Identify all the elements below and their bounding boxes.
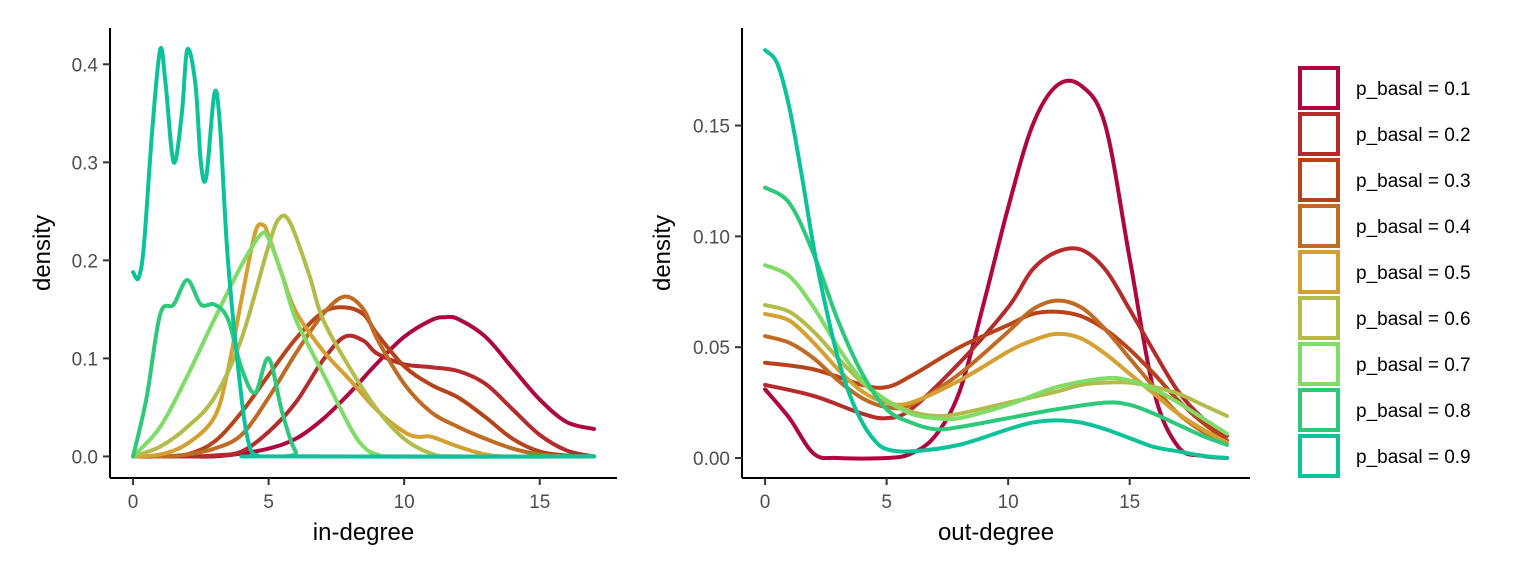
series-line-2	[763, 246, 1229, 438]
legend-label: p_basal = 0.2	[1356, 125, 1471, 146]
legend-key	[1298, 158, 1340, 202]
y-tick-label: 0.1	[72, 349, 98, 370]
series-line-9	[763, 48, 1229, 461]
x-axis-title: in-degree	[313, 519, 414, 546]
series-line-6	[131, 213, 596, 459]
series-line-8	[763, 185, 1229, 447]
y-tick-label: 0.05	[693, 338, 730, 359]
y-tick-label: 0.10	[693, 227, 730, 248]
legend-item: p_basal = 0.5	[1298, 250, 1471, 294]
x-tick-label: 0	[128, 492, 139, 513]
legend-key	[1298, 250, 1340, 294]
y-axis-title: density	[649, 215, 676, 291]
legend-item: p_basal = 0.1	[1298, 66, 1471, 110]
series-line-3	[763, 309, 1229, 443]
legend-key	[1298, 434, 1340, 478]
legend-label: p_basal = 0.4	[1356, 217, 1471, 238]
x-axis-title: out-degree	[938, 519, 1054, 546]
legend-item: p_basal = 0.3	[1298, 158, 1471, 202]
x-tick-label: 5	[263, 492, 274, 513]
y-tick-label: 0.0	[72, 447, 98, 468]
y-tick-label: 0.3	[72, 153, 98, 174]
series-lines	[131, 45, 596, 459]
series-line-3	[131, 305, 596, 459]
legend: p_basal = 0.1 p_basal = 0.2 p_basal = 0.3 p…	[1298, 66, 1471, 478]
legend-item: p_basal = 0.2	[1298, 112, 1471, 156]
y-axis-title: density	[29, 215, 56, 291]
y-tick-label: 0.15	[693, 117, 730, 138]
legend-key	[1298, 296, 1340, 340]
legend-label: p_basal = 0.3	[1356, 171, 1471, 192]
legend-key	[1298, 112, 1340, 156]
legend-label: p_basal = 0.8	[1356, 401, 1471, 422]
y-tick-label: 0.4	[72, 55, 99, 76]
legend-key	[1298, 66, 1340, 110]
series-line-5	[131, 222, 596, 459]
legend-label: p_basal = 0.1	[1356, 79, 1471, 100]
series-line-4	[131, 294, 596, 459]
x-tick-label: 15	[1119, 492, 1140, 513]
x-tick-label: 15	[529, 492, 550, 513]
legend-label: p_basal = 0.5	[1356, 263, 1471, 284]
legend-key	[1298, 204, 1340, 248]
series-line-5	[763, 311, 1229, 445]
y-tick-label: 0.2	[72, 251, 98, 272]
series-line-2	[131, 333, 596, 459]
in-degree-panel: 0 5 10 15 0.0 0.1 0.2 0.3 0.4 in-degree density	[29, 28, 617, 546]
x-tick-label: 10	[998, 492, 1019, 513]
legend-key	[1298, 342, 1340, 386]
legend-label: p_basal = 0.9	[1356, 447, 1471, 468]
y-tick-label: 0.00	[693, 449, 730, 470]
x-tick-label: 5	[881, 492, 892, 513]
x-tick-label: 0	[760, 492, 771, 513]
series-line-1	[763, 78, 1229, 461]
legend-item: p_basal = 0.8	[1298, 388, 1471, 432]
legend-item: p_basal = 0.9	[1298, 434, 1471, 478]
legend-item: p_basal = 0.7	[1298, 342, 1471, 386]
legend-label: p_basal = 0.7	[1356, 355, 1471, 376]
series-lines	[763, 48, 1229, 461]
legend-key	[1298, 388, 1340, 432]
legend-item: p_basal = 0.6	[1298, 296, 1471, 340]
series-line-9	[131, 45, 596, 459]
out-degree-panel: 0 5 10 15 0.00 0.05 0.10 0.15 out-degree density	[649, 28, 1250, 546]
legend-label: p_basal = 0.6	[1356, 309, 1471, 330]
legend-item: p_basal = 0.4	[1298, 204, 1471, 248]
x-tick-label: 10	[394, 492, 415, 513]
